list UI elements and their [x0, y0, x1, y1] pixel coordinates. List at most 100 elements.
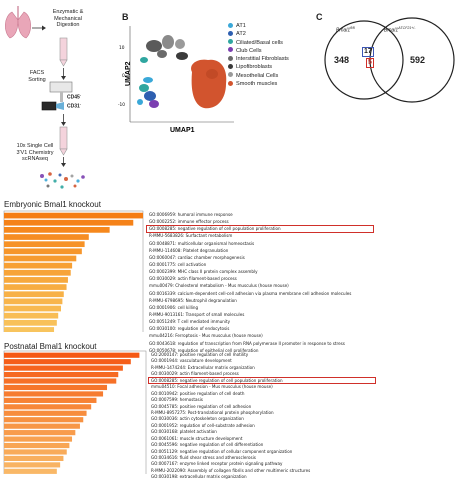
panel-c-letter: C: [316, 12, 323, 22]
term-label: R-MMU-9013161: Transport of small molecu…: [149, 311, 245, 317]
bar: [4, 404, 92, 410]
bar: [4, 449, 67, 455]
step-digestion-label: Enzymatic & Mechanical Digestion: [52, 9, 84, 28]
term-label: GO:0061061: muscle structure development: [151, 435, 243, 441]
umap-plot: 10 0 -10 UMAP1 UMAP2: [118, 26, 234, 134]
bar: [4, 269, 71, 276]
chart-embryonic: 0246810-log10(P): [3, 210, 144, 332]
chart-embryonic-highlight: [146, 225, 374, 233]
term-label: mmu04216: Ferroptosis - Mus musculus (ho…: [149, 333, 263, 339]
marker-cd31: CD31: [67, 103, 80, 110]
bar: [4, 468, 57, 474]
term-label: R-MMU-5683826: Surfactant metabolism: [149, 233, 233, 239]
legend-swatch: [228, 55, 233, 61]
chart-postnatal-term-list: GO:2000147: positive regulation of cell …: [151, 352, 310, 481]
bar: [4, 262, 73, 269]
bar: [4, 319, 57, 326]
legend-label: Club Cells: [236, 47, 262, 54]
step-facs-label: FACS Sorting: [28, 70, 46, 83]
term-label: GO:0007599: hemostasis: [151, 397, 203, 403]
bar: [4, 327, 55, 332]
umap-ylabel: UMAP2: [125, 61, 132, 86]
term-label: GO:0043618: regulation of transcription …: [149, 340, 345, 346]
term-label: GO:0001775: cell activation: [149, 261, 207, 267]
term-label: GO:0010942: positive regulation of cell …: [151, 390, 245, 396]
legend-label: Smooth muscles: [236, 81, 278, 88]
term-label: R-MMU-2022090: Assembly of collagen fibr…: [151, 467, 311, 473]
term-label: GO:0045596: negative regulation of cell …: [151, 442, 264, 448]
bar: [4, 462, 61, 468]
legend-label: Lipofibroblasts: [236, 64, 273, 71]
venn-left-name: Bmal1: [336, 27, 351, 34]
umap-xlabel: UMAP1: [170, 127, 195, 134]
bar: [4, 410, 87, 416]
chart-postnatal: 0.02.55.07.510.012.515.017.520.0-log10(P…: [3, 350, 147, 474]
bar: [4, 255, 77, 262]
bar: [4, 442, 70, 449]
term-label: GO:0006959: humoral immune response: [149, 212, 233, 217]
venn-left-genotype: fl/fl: [350, 26, 355, 30]
bar: [4, 430, 76, 436]
term-label: GO:0050678: regulation of epithelial cel…: [149, 347, 259, 353]
term-label: GO:0002252: immune effector process: [149, 219, 229, 225]
venn-right-label: Bmal1ΔTCF21+/-: [384, 26, 415, 34]
bar: [4, 248, 82, 255]
term-label: GO:0051129: negative regulation of cellu…: [151, 448, 293, 454]
legend-item: AT1: [228, 22, 289, 30]
legend-swatch: [228, 72, 233, 78]
bar: [4, 284, 67, 290]
term-label: GO:0030029: actin filament-based process: [151, 371, 239, 377]
bar: [4, 417, 84, 423]
legend-label: Interstitial Fibroblasts: [236, 56, 289, 63]
umap-clusters: [137, 35, 227, 109]
term-label: GO:0016339: calcium-dependent cell-cell …: [149, 290, 352, 296]
term-label: GO:0060047: cardiac chamber morphogenesi…: [149, 254, 245, 260]
marker-cd45: CD45: [67, 94, 80, 101]
legend-swatch: [228, 22, 233, 28]
term-label: GO:0001906: cell killing: [149, 304, 199, 310]
umap-ytick-bottom: -10: [118, 102, 125, 108]
legend-swatch: [228, 63, 233, 69]
venn-left-label: Bmal1fl/fl: [336, 26, 355, 34]
plot-frame: [3, 210, 144, 332]
bar: [4, 305, 61, 312]
legend-item: Ciliated/Basal cells: [228, 39, 289, 47]
legend-label: AT2: [236, 31, 246, 38]
venn-left-circle: [324, 20, 404, 100]
bar: [4, 391, 104, 397]
legend-item: Interstitial Fibroblasts: [228, 55, 289, 63]
venn-right-name: Bmal1: [384, 27, 399, 34]
bar: [4, 371, 119, 378]
legend-label: Ciliated/Basal cells: [236, 39, 283, 46]
term-label: GO:0002399: MHC class II protein complex…: [149, 269, 258, 275]
panel-a: Enzymatic & Mechanical Digestion FACS So…: [0, 0, 118, 200]
term-label: GO:0030198: extracellular matrix organiz…: [151, 474, 247, 480]
bar: [4, 312, 59, 319]
bar: [4, 436, 73, 442]
term-label: GO:2000147: positive regulation of cell …: [151, 352, 249, 357]
bar: [4, 234, 89, 240]
venn-diagram: [324, 17, 455, 103]
marker-cd31-sign: -: [79, 102, 81, 107]
venn-right-genotype: ΔTCF21+/-: [398, 26, 416, 30]
term-label: GO:0008285: negative regulation of cell …: [149, 226, 281, 232]
term-label: GO:0051249: T cell mediated immunity: [149, 319, 231, 325]
term-label: GO:0007167: enzyme linked receptor prote…: [151, 461, 283, 467]
term-label: GO:0030168: platelet activation: [151, 429, 217, 435]
chart-embryonic-title: Embryonic Bmal1 knockout: [4, 200, 101, 209]
legend-label: AT1: [236, 23, 246, 29]
legend-item: Club Cells: [228, 47, 289, 55]
legend-label: Mesothelial Cells: [236, 72, 279, 79]
plot-frame: [3, 350, 147, 474]
chart-postnatal-title: Postnatal Bmal1 knockout: [4, 342, 97, 351]
term-label: R-MMU-1474244: Extracellular matrix orga…: [151, 364, 255, 370]
bar: [4, 219, 134, 226]
term-label: GO:0001944: vasculature development: [151, 358, 232, 364]
term-label: R-MMU-6798695: Neutrophil degranulation: [149, 297, 237, 303]
umap-ytick-top: 10: [119, 45, 125, 51]
facs-markers: CD45- CD31-: [67, 92, 97, 110]
term-label: GO:0030100: regulation of endocytosis: [149, 326, 230, 332]
step-scrnaseq-label: 10x Single Cell 3'V1 Chemistry scRNAseq: [16, 143, 54, 162]
chart-embryonic-term-list: GO:0006959: humoral immune response GO:00…: [149, 211, 351, 354]
term-label: GO:0045785: positive regulation of cell …: [151, 403, 252, 409]
